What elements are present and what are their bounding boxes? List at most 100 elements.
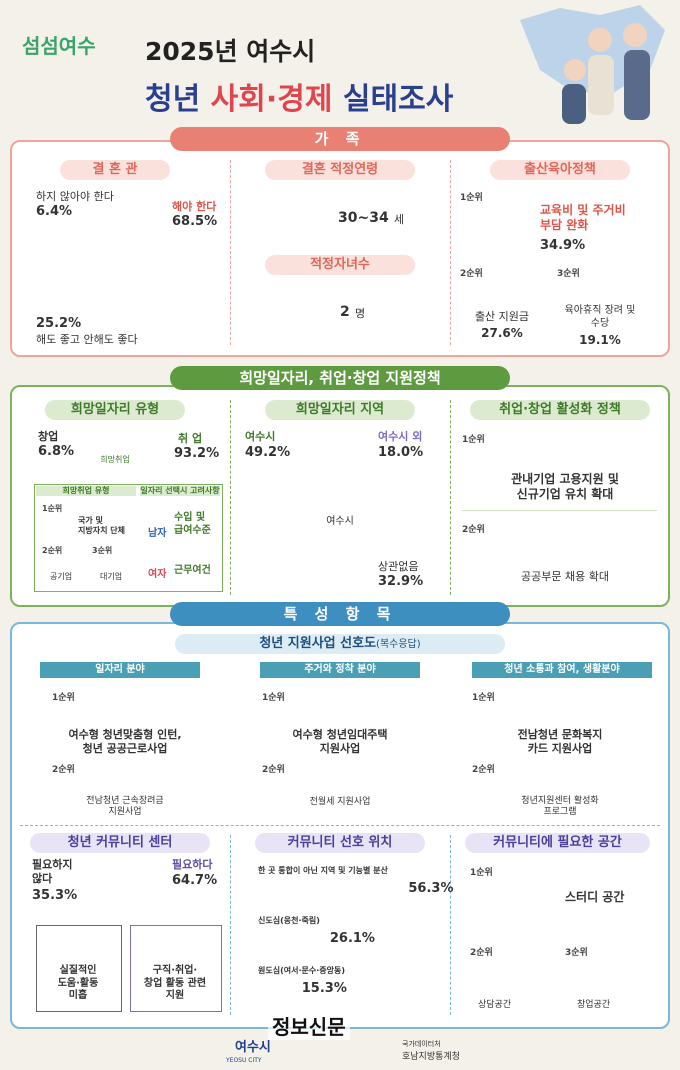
city-name-en: YEOSU CITY: [226, 1057, 262, 1064]
donut-label: 필요하다: [172, 858, 213, 871]
field-title: 주거와 정착 분야: [260, 662, 420, 678]
rank: 3순위: [565, 948, 588, 958]
rank-label: 공공부문 채용 확대: [521, 570, 609, 583]
rank: 3순위: [557, 269, 580, 279]
person-illustration: [562, 84, 586, 124]
donut-label: 해야 한다: [172, 200, 217, 213]
rank-label: 상담공간: [478, 1000, 512, 1010]
divider: [230, 835, 231, 1015]
bar-value: 56.3%: [408, 881, 454, 896]
rank: 3순위: [92, 546, 113, 555]
block-title: 희망일자리 유형: [45, 400, 185, 420]
rank-label: 여수형 청년맞춤형 인턴, 청년 공공근로사업: [68, 728, 182, 755]
donut-label: 여수시 외: [378, 430, 423, 443]
donut-value: 49.2%: [245, 445, 291, 460]
donut-center: 여수시: [326, 516, 354, 527]
group: 여자: [148, 569, 167, 580]
sub-header: 청년 지원사업 선호도(복수응답): [175, 634, 505, 654]
block-title: 적정자녀수: [265, 255, 415, 275]
donut-value: 64.7%: [172, 873, 218, 888]
donut-label: 여수시: [245, 430, 276, 443]
donut-label: 해도 좋고 안해도 좋다: [36, 333, 138, 346]
rank: 1순위: [52, 693, 75, 703]
value: 2: [340, 304, 350, 320]
sub-title: 희망취업 유형: [36, 486, 136, 496]
person-illustration: [623, 23, 647, 47]
rank: 2순위: [462, 525, 485, 535]
reason: 구직·취업· 창업 활동 관련 지원: [143, 965, 207, 1001]
rank-label: 스터디 공간: [565, 890, 625, 904]
donut-label: 필요하지 않다: [32, 858, 73, 885]
donut-value: 18.0%: [378, 445, 424, 460]
rank: 1순위: [470, 868, 493, 878]
block-title: 커뮤니티 선호 위치: [255, 833, 425, 853]
group: 남자: [148, 528, 167, 539]
field-title: 일자리 분야: [40, 662, 200, 678]
rank-label: 전남청년 근속장려금 지원사업: [86, 796, 164, 818]
reason-box: [36, 925, 122, 1012]
divider: [230, 160, 231, 345]
donut-label: 상관없음: [378, 560, 419, 573]
bar-value: 26.1%: [329, 931, 375, 946]
rank: 2순위: [472, 765, 495, 775]
block-title: 청년 커뮤니티 센터: [30, 833, 210, 853]
divider: [450, 160, 451, 345]
title-part: 사회·경제: [210, 82, 333, 117]
rank-label: 관내기업 고용지원 및 신규기업 유치 확대: [511, 472, 619, 501]
agency: 호남지방통계청: [402, 1052, 460, 1062]
rank-label: 여수형 청년임대주택 지원사업: [292, 728, 388, 755]
rank: 2순위: [42, 546, 63, 555]
rank: 1순위: [42, 504, 63, 513]
agency-top: 국가데이터처: [402, 1040, 441, 1048]
bar-label: 신도심(웅천·죽림): [258, 916, 320, 925]
donut-value: 68.5%: [172, 214, 218, 229]
title-part: 실태조사: [342, 82, 454, 117]
divider: [230, 400, 231, 595]
rank: 1순위: [462, 435, 485, 445]
factor: 수입 및 급여수준: [174, 512, 211, 536]
block-title: 결 혼 관: [60, 160, 170, 180]
map-illustration: [520, 5, 665, 95]
section-title: 특 성 항 목: [170, 602, 510, 626]
rank-value: 19.1%: [579, 333, 621, 347]
bar-label: 원도심(여서·문수·중앙동): [258, 966, 345, 975]
rank: 1순위: [472, 693, 495, 703]
block-title: 취업·창업 활성화 정책: [470, 400, 650, 420]
bar-value: 15.3%: [301, 981, 347, 996]
watermark: 정보신문: [268, 1015, 350, 1040]
title-line2: 청년 사회·경제 실태조사: [145, 74, 453, 118]
divider: [462, 510, 657, 511]
person-illustration: [588, 55, 614, 115]
sub-header-note: (복수응답): [376, 639, 421, 650]
rank: 2순위: [470, 948, 493, 958]
block-title: 출산육아정책: [490, 160, 630, 180]
rank: 2순위: [262, 765, 285, 775]
block-title: 희망일자리 지역: [265, 400, 415, 420]
rank: 1순위: [460, 193, 483, 203]
person-illustration: [564, 59, 586, 81]
person-illustration: [624, 50, 650, 120]
sub-box: [34, 484, 223, 592]
city-name: 여수시: [235, 1040, 271, 1055]
rank-value: 34.9%: [540, 238, 586, 253]
rank: 1순위: [262, 693, 285, 703]
rank-label: 출산 지원금: [474, 310, 530, 323]
factor: 근무여건: [174, 565, 211, 576]
section-title: 희망일자리, 취업·창업 지원정책: [170, 366, 510, 390]
divider: [450, 835, 451, 1015]
block-title: 결혼 적정연령: [265, 160, 415, 180]
donut-value: 25.2%: [36, 316, 82, 331]
donut-label: 창업: [38, 430, 59, 443]
unit: 세: [394, 213, 405, 226]
value: 30~34: [338, 210, 389, 226]
rank-label: 청년지원센터 활성화 프로그램: [521, 796, 599, 818]
rank-label: 전남청년 문화복지 카드 지원사업: [517, 728, 603, 755]
unit: 명: [355, 307, 366, 320]
sub-header-title: 청년 지원사업 선호도: [259, 636, 377, 651]
donut-label: 취 업: [178, 432, 203, 445]
title-part: 청년: [145, 82, 201, 117]
person-illustration: [588, 28, 612, 52]
rank-label: 육아휴직 장려 및 수당: [564, 305, 636, 329]
rank-label: 공기업: [50, 572, 73, 581]
